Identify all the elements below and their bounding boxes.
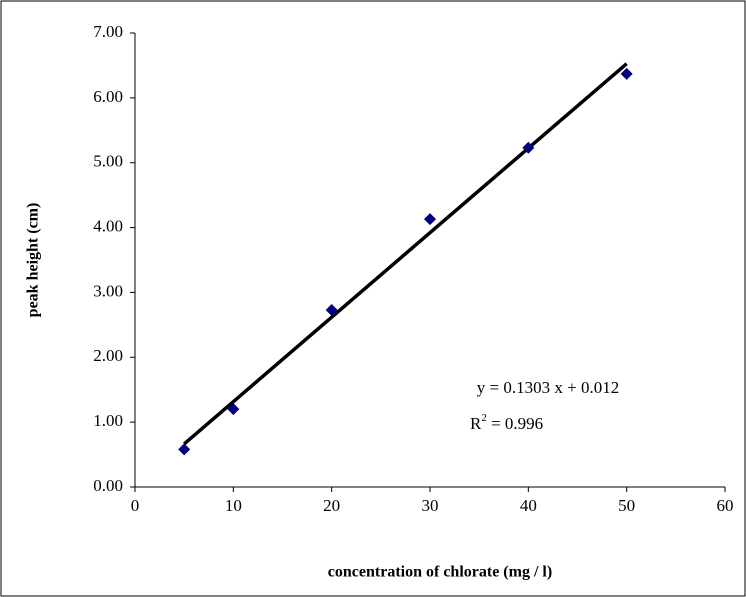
r-base: R xyxy=(470,414,482,433)
r-squared: R2 = 0.996 xyxy=(470,412,543,433)
y-tick-label: 1.00 xyxy=(93,411,123,430)
x-tick-label: 60 xyxy=(717,496,734,515)
x-tick-label: 50 xyxy=(618,496,635,515)
x-tick-label: 40 xyxy=(520,496,537,515)
y-axis-label: peak height (cm) xyxy=(25,203,42,318)
chart: peak height (cm) concentration of chlora… xyxy=(0,0,746,597)
y-tick-label: 7.00 xyxy=(93,22,123,41)
equation: y = 0.1303 x + 0.012 xyxy=(477,378,619,397)
y-tick-label: 0.00 xyxy=(93,476,123,495)
x-axis-label: concentration of chlorate (mg / l) xyxy=(328,564,552,581)
x-tick-label: 30 xyxy=(422,496,439,515)
data-point xyxy=(621,68,633,80)
x-tick-label: 0 xyxy=(131,496,140,515)
data-point xyxy=(424,213,436,225)
y-tick-label: 6.00 xyxy=(93,87,123,106)
data-point xyxy=(178,443,190,455)
x-tick-label: 10 xyxy=(225,496,242,515)
x-tick-label: 20 xyxy=(323,496,340,515)
r-rest: = 0.996 xyxy=(487,414,543,433)
y-tick-label: 4.00 xyxy=(93,216,123,235)
y-tick-label: 2.00 xyxy=(93,346,123,365)
y-tick-label: 3.00 xyxy=(93,281,123,300)
y-tick-label: 5.00 xyxy=(93,152,123,171)
